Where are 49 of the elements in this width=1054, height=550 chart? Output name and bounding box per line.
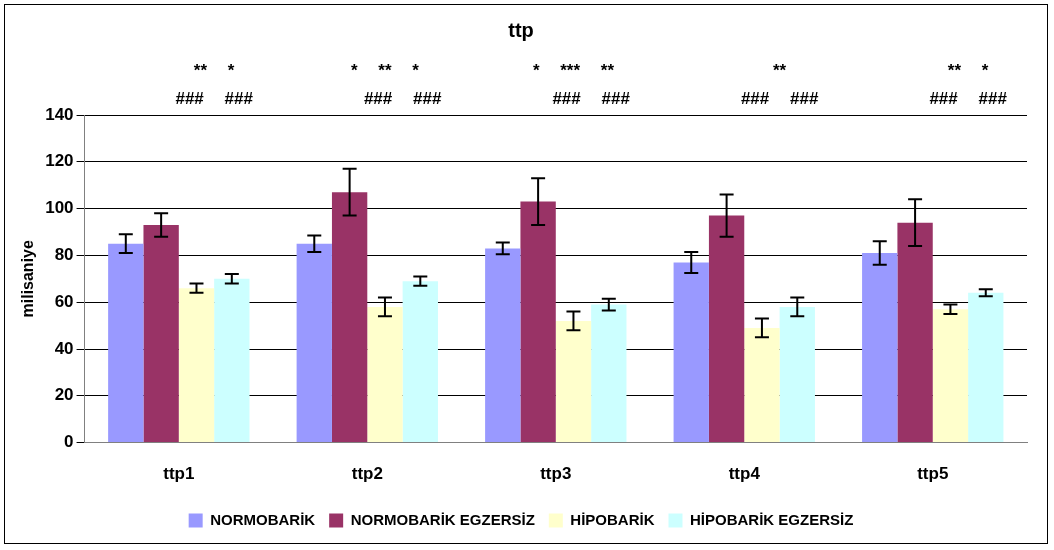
legend-label: NORMOBARİK: [210, 510, 316, 528]
text: ### ###: [363, 88, 442, 108]
y-tick-label: 60: [54, 291, 74, 311]
bar: [932, 309, 969, 443]
bar: [708, 215, 745, 443]
x-tick-label: ttp4: [728, 464, 761, 484]
bar: [555, 320, 592, 443]
legend-label: HİPOBARİK: [570, 510, 655, 528]
text: * *** **: [532, 60, 615, 80]
bar: [897, 222, 933, 443]
text: **: [772, 60, 787, 80]
y-tick-label: 120: [45, 151, 74, 171]
x-tick-label: ttp1: [163, 464, 195, 484]
bar: [520, 201, 556, 443]
text: ### ###: [740, 88, 819, 108]
x-tick-label: ttp3: [540, 464, 572, 484]
y-tick-label: 0: [64, 432, 74, 452]
bar: [402, 281, 438, 443]
bar: [108, 243, 144, 443]
text: ** *: [947, 60, 989, 80]
bar: [591, 304, 627, 443]
text: * ** *: [351, 60, 420, 80]
y-tick-label: 40: [54, 338, 74, 358]
bar: [367, 306, 403, 443]
text: ### ###: [552, 88, 631, 108]
text: ### ###: [929, 88, 1008, 108]
y-tick-label: 100: [45, 198, 74, 218]
bar: [744, 327, 780, 443]
y-axis-title: milisaniye: [19, 240, 37, 318]
legend-label: NORMOBARİK EGZERSİZ: [350, 510, 535, 528]
y-tick-label: 80: [54, 245, 74, 265]
text: ** *: [193, 60, 235, 80]
bar: [485, 248, 521, 443]
bar: [968, 292, 1004, 443]
text: ### ###: [175, 88, 254, 108]
bar: [862, 253, 898, 443]
chart-title: ttp: [508, 18, 534, 41]
y-tick-label: 140: [45, 104, 74, 124]
bar: [673, 262, 709, 443]
y-tick-label: 20: [54, 385, 74, 405]
bar: [296, 243, 332, 443]
bar: [331, 192, 368, 443]
bar: [178, 288, 215, 443]
legend-label: HİPOBARİK EGZERSİZ: [689, 510, 854, 528]
bar: [779, 306, 815, 443]
bar: [214, 278, 250, 443]
bar: [143, 224, 179, 443]
x-tick-label: ttp2: [351, 464, 383, 484]
x-tick-label: ttp5: [917, 464, 949, 484]
